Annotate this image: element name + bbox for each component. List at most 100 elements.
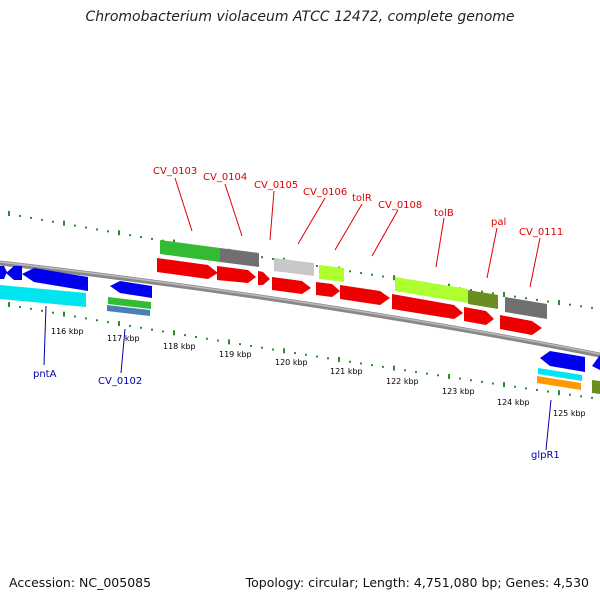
minor-tick [349,360,351,363]
scale-label: 121 kbp [330,367,363,376]
major-tick [393,275,395,281]
gene-label-cv0108[interactable]: CV_0108 [378,200,422,211]
gene-blue-arrow[interactable] [592,355,600,370]
gene-green-bar[interactable] [108,297,151,309]
major-tick [393,365,395,371]
gene-red-arrow[interactable] [272,277,311,294]
major-tick [503,291,505,297]
scale-labels: 116 kbp 117 kbp 118 kbp 119 kbp 120 kbp … [51,327,586,418]
gene-label-cv0106[interactable]: CV_0106 [303,187,347,198]
leader-line [529,237,541,288]
minor-tick [349,270,351,273]
gene-steel-bar[interactable] [107,305,150,316]
accession-text: Accession: NC_005085 [9,575,152,590]
gene-green-bar[interactable] [160,240,220,262]
minor-tick [382,275,384,278]
minor-tick [151,328,153,331]
leader-line [174,177,193,232]
scale-label: 125 kbp [553,409,586,418]
minor-tick [481,380,483,383]
major-tick [283,348,285,354]
gene-red-arrow[interactable] [258,271,270,285]
minor-tick [569,393,571,396]
gene-label-pnta[interactable]: pntA [33,369,57,380]
gene-label-cv0103[interactable]: CV_0103 [153,166,197,177]
genome-stats-text: Topology: circular; Length: 4,751,080 bp… [245,575,589,590]
gene-red-arrow[interactable] [340,285,390,305]
minor-tick [481,290,483,293]
gene-olive-bar[interactable] [592,380,600,394]
minor-tick [536,388,538,391]
scale-label: 118 kbp [163,342,196,351]
gene-label-tolr[interactable]: tolR [352,193,372,204]
minor-tick [184,334,186,337]
gene-red-arrow[interactable] [500,315,542,335]
scale-label: 119 kbp [219,350,252,359]
major-tick [63,220,65,226]
minor-tick [30,307,32,310]
minor-tick [360,272,362,275]
gene-label-cv0105[interactable]: CV_0105 [254,180,298,191]
minor-tick [514,295,516,298]
leader-line [269,190,275,241]
gene-label-glpr1[interactable]: glpR1 [531,450,560,461]
minor-tick [107,321,109,324]
gene-cyan-bar[interactable] [538,368,582,381]
gene-blue-arrow[interactable] [540,351,585,372]
tick-row-lower [8,302,593,399]
gene-blue-arrow[interactable] [110,281,152,298]
gene-gray-bar[interactable] [505,297,547,319]
leader-line [297,197,326,245]
gene-light-gray-bar[interactable] [274,258,314,276]
minor-tick [261,346,263,349]
gene-label-pal[interactable]: pal [491,217,506,228]
minor-tick [470,379,472,382]
gene-orange-bar[interactable] [537,376,581,390]
major-tick [448,373,450,379]
map-title: Chromobacterium violaceum ATCC 12472, co… [85,9,515,25]
minor-tick [591,396,593,399]
gene-olive-bar[interactable] [468,290,498,309]
minor-tick [415,370,417,373]
scale-label: 120 kbp [275,358,308,367]
gene-red-arrow[interactable] [217,266,256,283]
gene-cyan-bar[interactable] [0,285,86,307]
minor-tick [140,326,142,329]
gene-red-arrow[interactable] [464,307,494,325]
gene-lime-bar[interactable] [395,277,468,303]
gene-blue-arrow[interactable] [6,266,22,280]
minor-tick [74,315,76,318]
scale-label: 124 kbp [497,398,530,407]
minor-tick [426,372,428,375]
leader-line [486,227,498,279]
gene-label-cv0102[interactable]: CV_0102 [98,376,142,387]
minor-tick [96,228,98,231]
scale-label: 117 kbp [107,334,140,343]
gene-blue-arrow[interactable] [22,268,88,291]
minor-tick [580,305,582,308]
minor-tick [316,265,318,268]
gene-red-arrow[interactable] [316,282,340,297]
minor-tick [360,362,362,365]
gene-label-cv0104[interactable]: CV_0104 [203,172,247,183]
major-tick [8,302,10,307]
minor-tick [470,289,472,292]
gene-blue-arrow[interactable] [0,266,7,279]
gene-label-cv0111[interactable]: CV_0111 [519,227,563,238]
major-tick [228,339,230,345]
gene-lime-bar[interactable] [319,265,344,282]
minor-tick [19,305,21,308]
minor-tick [239,343,241,346]
gene-gray-bar[interactable] [220,248,259,267]
leader-line [334,203,363,251]
gene-label-tolb[interactable]: tolB [434,208,454,219]
gene-red-arrow[interactable] [157,258,218,279]
minor-tick [580,395,582,398]
gene-red-arrow[interactable] [392,294,463,319]
leader-line [371,209,399,257]
leader-line [545,399,552,451]
minor-tick [74,224,76,227]
minor-tick [140,235,142,238]
